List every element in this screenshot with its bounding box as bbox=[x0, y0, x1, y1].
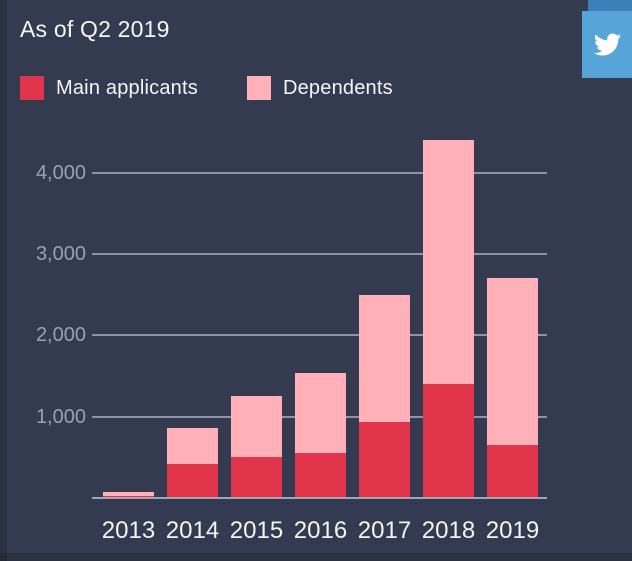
x-tick-label-2018: 2018 bbox=[421, 517, 476, 544]
bar-2016-main-applicants bbox=[295, 453, 346, 498]
x-tick-label-2013: 2013 bbox=[101, 517, 156, 544]
x-tick-label-2014: 2014 bbox=[165, 517, 220, 544]
twitter-button-square bbox=[582, 11, 632, 78]
twitter-share-button[interactable] bbox=[582, 0, 632, 78]
legend-swatch-dependents bbox=[246, 76, 271, 100]
x-tick-label-2016: 2016 bbox=[293, 517, 348, 544]
bar-2019-dependents bbox=[487, 278, 538, 446]
gridline-4,000 bbox=[92, 171, 547, 174]
x-tick-label-2015: 2015 bbox=[229, 517, 284, 544]
y-tick-label: 1,000 bbox=[35, 405, 86, 428]
bar-2018-dependents bbox=[423, 140, 474, 385]
x-tick-label-2017: 2017 bbox=[357, 517, 412, 544]
bar-2015-dependents bbox=[231, 396, 282, 458]
chart-title: As of Q2 2019 bbox=[20, 16, 170, 42]
legend-swatch-main-applicants bbox=[20, 76, 44, 100]
bar-2017-dependents bbox=[359, 294, 410, 422]
chart-legend: Main applicants Dependents bbox=[20, 76, 393, 100]
bar-2013-dependents bbox=[103, 491, 154, 497]
y-tick-label: 4,000 bbox=[35, 161, 86, 184]
bar-2017-main-applicants bbox=[359, 421, 410, 498]
bar-chart-plot bbox=[92, 140, 547, 499]
x-axis-line bbox=[92, 497, 547, 499]
bar-2014-main-applicants bbox=[167, 463, 218, 498]
left-edge-shade bbox=[0, 0, 7, 561]
legend-label-dependents: Dependents bbox=[282, 76, 393, 99]
bottom-edge-shade bbox=[0, 553, 632, 561]
legend-label-main-applicants: Main applicants bbox=[56, 76, 198, 99]
bar-2018-main-applicants bbox=[423, 384, 474, 498]
y-tick-label: 2,000 bbox=[35, 324, 86, 347]
bar-2019-main-applicants bbox=[487, 445, 538, 498]
bar-2015-main-applicants bbox=[231, 457, 282, 498]
twitter-button-strip bbox=[588, 0, 632, 11]
bar-2016-dependents bbox=[295, 372, 346, 454]
gridline-3,000 bbox=[92, 253, 547, 256]
gridline-2,000 bbox=[92, 334, 547, 337]
bar-2014-dependents bbox=[167, 428, 218, 464]
twitter-icon bbox=[593, 33, 621, 56]
y-tick-label: 3,000 bbox=[35, 243, 86, 266]
x-tick-label-2019: 2019 bbox=[485, 517, 540, 544]
